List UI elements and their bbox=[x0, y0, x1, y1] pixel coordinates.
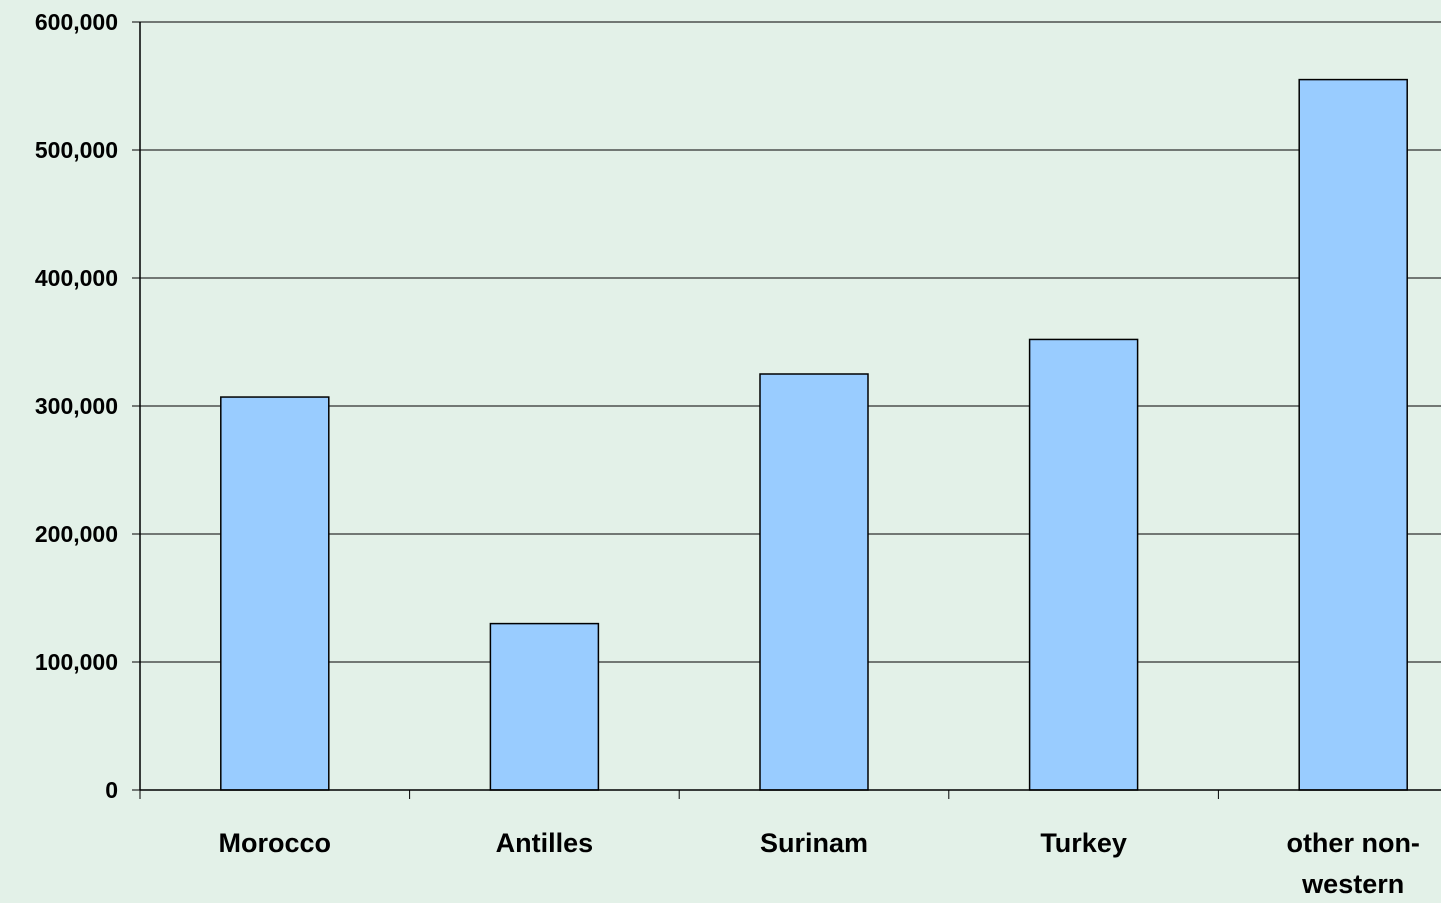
x-tick-label: Antilles bbox=[496, 828, 594, 858]
y-tick-label: 100,000 bbox=[35, 649, 118, 675]
y-tick-labels: 0 100,000 200,000 300,000 400,000 500,000 600,… bbox=[35, 9, 118, 803]
x-tick-label: other non- bbox=[1286, 828, 1419, 858]
bar bbox=[1298, 78, 1408, 791]
y-tick-label: 300,000 bbox=[35, 393, 118, 419]
bar bbox=[220, 396, 330, 791]
bar bbox=[489, 622, 600, 791]
bar bbox=[759, 373, 869, 791]
y-tick-label: 200,000 bbox=[35, 521, 118, 547]
bar bbox=[1028, 338, 1139, 791]
bars bbox=[220, 78, 1408, 791]
x-tick-label: Morocco bbox=[219, 828, 332, 858]
x-tick-labels: Morocco Antilles Surinam Turkey other non-we… bbox=[219, 828, 1420, 899]
x-tick-label: western bbox=[1301, 869, 1404, 898]
y-tick-label: 500,000 bbox=[35, 137, 118, 163]
x-tick-label: Surinam bbox=[760, 828, 868, 858]
y-tick-label: 600,000 bbox=[35, 9, 118, 35]
y-tick-label: 0 bbox=[105, 777, 118, 803]
y-tick-label: 400,000 bbox=[35, 265, 118, 291]
x-tick-label: Turkey bbox=[1040, 828, 1127, 858]
axes bbox=[132, 21, 1441, 799]
